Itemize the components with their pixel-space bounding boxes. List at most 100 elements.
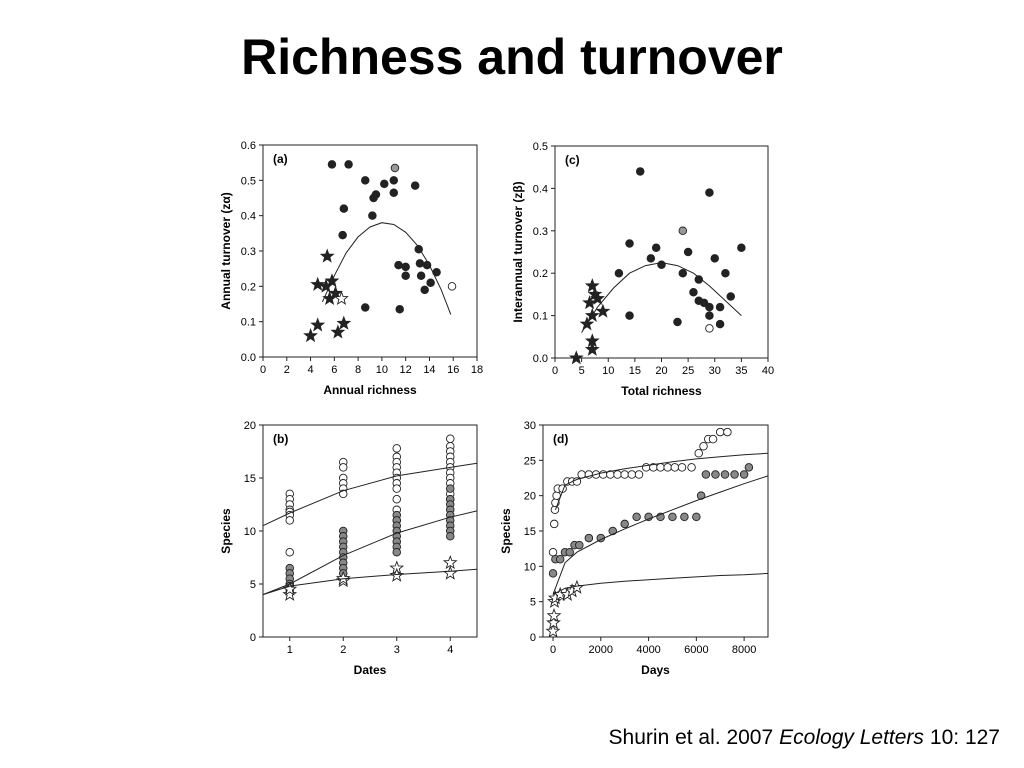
circle-point [692, 512, 701, 522]
circle-point [737, 243, 746, 253]
circle-point [715, 427, 725, 437]
star-point [587, 286, 603, 301]
circle-point [392, 494, 402, 504]
y-tick-label: 10 [244, 526, 256, 538]
citation-volume: 10: 127 [930, 726, 1000, 749]
fit-curve [552, 475, 769, 595]
circle-point [327, 160, 337, 169]
fit-curve [581, 262, 742, 333]
circle-point [627, 470, 637, 479]
y-tick-label: 10 [524, 561, 536, 573]
circle-point [708, 434, 718, 444]
circle-point [694, 275, 704, 284]
x-tick-label: 40 [762, 365, 774, 377]
y-tick-label: 0.6 [241, 140, 256, 152]
star-point [310, 317, 326, 332]
circle-point [390, 163, 400, 173]
y-tick-label: 0.2 [533, 268, 548, 280]
x-tick-label: 4 [307, 364, 313, 376]
circle-point [447, 282, 457, 291]
circle-point [620, 519, 629, 529]
circle-point [555, 555, 565, 564]
circle-point [613, 470, 622, 479]
y-axis-label: Interannual turnover (zβ) [511, 181, 525, 322]
citation-journal: Ecology Letters [779, 726, 924, 749]
fit-curve [554, 452, 769, 510]
panel-label: (b) [273, 432, 288, 446]
circle-point [715, 302, 725, 312]
fit-curve [321, 222, 452, 315]
star-point [568, 350, 584, 365]
circle-point [694, 449, 703, 458]
x-tick-label: 1 [287, 644, 293, 656]
circle-point [575, 540, 584, 550]
circle-point [368, 211, 377, 220]
y-axis-label: Annual turnover (zα) [219, 192, 233, 309]
circle-point [705, 188, 714, 197]
x-tick-label: 15 [629, 365, 641, 377]
x-tick-label: 4 [447, 644, 453, 656]
star-point [584, 341, 600, 356]
circle-point [683, 247, 693, 257]
star-point [584, 278, 600, 293]
star-point [546, 608, 562, 623]
y-axis-label: Species [499, 508, 513, 554]
circle-point [721, 268, 730, 278]
circle-point [620, 470, 629, 479]
circle-point [723, 427, 732, 437]
x-axis-label: Days [641, 663, 670, 677]
circle-point [699, 441, 708, 451]
circle-point [687, 463, 696, 472]
y-axis-label: Species [219, 508, 233, 554]
plot-frame [542, 424, 769, 638]
y-tick-label: 20 [524, 491, 536, 503]
x-tick-label: 18 [471, 364, 483, 376]
circle-point [715, 319, 725, 329]
star-point [336, 315, 352, 330]
circle-point [395, 305, 404, 314]
x-axis-label: Total richness [621, 384, 702, 398]
y-tick-label: 5 [250, 579, 256, 591]
plot-frame [262, 424, 478, 638]
x-tick-label: 8 [355, 364, 361, 376]
circle-point [339, 204, 349, 213]
y-tick-label: 0.0 [533, 353, 548, 365]
star-point [330, 324, 346, 339]
circle-point [549, 519, 559, 529]
y-tick-label: 20 [244, 420, 256, 432]
circle-point [339, 463, 348, 472]
circle-point [668, 512, 677, 522]
circle-point [344, 160, 353, 169]
circle-point [663, 463, 672, 472]
y-tick-label: 25 [524, 455, 536, 467]
x-tick-label: 0 [552, 365, 558, 377]
circle-point [392, 484, 402, 493]
circle-point [696, 491, 706, 500]
star-point [303, 328, 318, 343]
y-tick-label: 0.0 [241, 352, 256, 364]
circle-point [380, 179, 389, 189]
circle-point [635, 167, 645, 176]
circle-point [656, 463, 665, 472]
circle-point [678, 226, 688, 236]
y-tick-label: 0 [250, 632, 256, 644]
star-point [319, 248, 335, 263]
y-tick-label: 0.4 [241, 211, 256, 223]
circle-point [401, 262, 410, 272]
circle-point [739, 470, 749, 479]
circle-point [705, 311, 714, 320]
star-point [442, 555, 458, 570]
y-tick-label: 0.5 [241, 175, 256, 187]
circle-point [415, 259, 425, 268]
circle-point [548, 569, 558, 578]
x-tick-label: 6000 [684, 644, 708, 656]
x-tick-label: 35 [735, 365, 747, 377]
circle-point [360, 176, 370, 185]
x-tick-label: 10 [376, 364, 388, 376]
x-tick-label: 6 [331, 364, 337, 376]
plot-frame [262, 144, 478, 358]
star-point [310, 276, 326, 291]
circle-point [711, 470, 720, 479]
y-tick-label: 0 [530, 632, 536, 644]
